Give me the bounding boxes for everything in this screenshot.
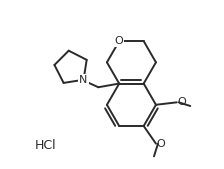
Text: O: O [156, 139, 165, 149]
Text: O: O [177, 97, 186, 107]
Text: N: N [79, 75, 88, 85]
Text: O: O [115, 36, 124, 46]
Text: HCl: HCl [34, 139, 56, 152]
